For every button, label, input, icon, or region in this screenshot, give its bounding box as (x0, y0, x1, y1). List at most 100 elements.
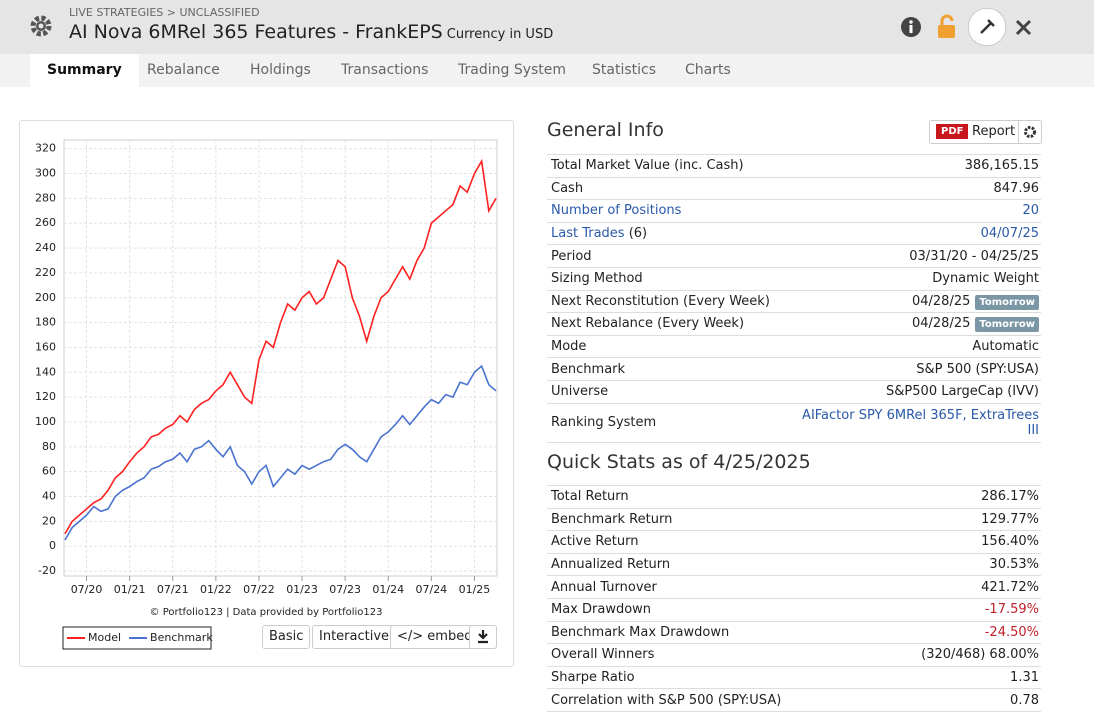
table-row: Last Trades (6) 04/07/25 (547, 221, 1041, 245)
value-text: 30.53% (989, 557, 1039, 573)
row-label: Sizing Method (551, 271, 643, 286)
row-value: 156.40% (981, 534, 1039, 549)
label-text: Total Return (551, 489, 629, 505)
close-icon[interactable] (1014, 18, 1034, 38)
tab[interactable]: Statistics (592, 62, 656, 78)
table-end (547, 441, 1041, 443)
row-value: 30.53% (989, 557, 1039, 572)
info-icon[interactable] (900, 16, 924, 40)
x-tick-label: 01/21 (114, 583, 146, 596)
row-value: 0.78 (1010, 693, 1039, 708)
row-value: AIFactor SPY 6MRel 365F, ExtraTrees III (799, 408, 1039, 438)
row-label: Sharpe Ratio (551, 670, 635, 685)
table-row: Active Return 156.40% (547, 530, 1041, 553)
table-row: Benchmark Max Drawdown -24.50% (547, 620, 1041, 644)
chart-button[interactable]: Interactive (312, 625, 397, 649)
tab[interactable]: Trading System (458, 62, 567, 78)
row-value: 20 (1022, 203, 1039, 218)
lock-icon[interactable] (936, 14, 960, 40)
label-text: Annualized Return (551, 557, 671, 573)
row-label: Benchmark (551, 362, 625, 377)
row-label: Mode (551, 339, 586, 354)
label-text: Next Rebalance (Every Week) (551, 316, 745, 332)
row-label: Overall Winners (551, 647, 654, 662)
value-text: 129.77% (981, 511, 1039, 527)
chart-button[interactable]: </> embed (390, 625, 480, 649)
row-label: Universe (551, 384, 608, 399)
y-tick-label: 0 (49, 539, 56, 552)
value-text: 04/28/25 (911, 316, 971, 332)
x-tick-label: 07/22 (243, 583, 275, 596)
value-text[interactable]: 20 (1022, 203, 1039, 219)
y-tick-label: 240 (35, 241, 56, 254)
x-tick-label: 01/24 (372, 583, 404, 596)
row-value: S&P500 LargeCap (IVV) (886, 384, 1039, 399)
header: LIVE STRATEGIES > UNCLASSIFIED AI Nova 6… (0, 0, 1094, 54)
label-text: Annual Turnover (551, 579, 657, 595)
badge: Tomorrow (975, 294, 1039, 310)
row-value: 1.31 (1010, 670, 1039, 685)
row-label: Annual Turnover (551, 580, 657, 595)
row-value: 04/28/25 Tomorrow (911, 316, 1039, 333)
label-text: Ranking System (551, 415, 657, 431)
row-value: 04/07/25 (981, 226, 1039, 241)
row-value: S&P 500 (SPY:USA) (916, 362, 1039, 377)
y-tick-label: 60 (42, 465, 56, 478)
label-text: Benchmark Return (551, 511, 673, 527)
value-text[interactable]: 04/07/25 (980, 226, 1039, 242)
value-text: 04/28/25 (911, 293, 971, 309)
y-tick-label: 280 (35, 191, 56, 204)
y-tick-label: 100 (35, 415, 56, 428)
row-label: Number of Positions (551, 203, 681, 218)
gear-icon[interactable] (1018, 121, 1042, 143)
table-row: Universe S&P500 LargeCap (IVV) (547, 379, 1041, 403)
row-label: Cash (551, 181, 583, 196)
breadcrumb[interactable]: LIVE STRATEGIES > UNCLASSIFIED (69, 6, 260, 19)
report-button[interactable]: PDF Report (929, 120, 1042, 144)
value-text[interactable]: AIFactor SPY 6MRel 365F, ExtraTrees III (802, 407, 1039, 438)
table-row: Benchmark Return 129.77% (547, 507, 1041, 531)
tab[interactable]: Summary (30, 54, 139, 87)
label-text: Benchmark Max Drawdown (551, 624, 730, 640)
row-value: 386,165.15 (965, 158, 1039, 173)
download-button[interactable] (469, 625, 497, 649)
label-text: Total Market Value (inc. Cash) (551, 158, 744, 174)
label-text: Max Drawdown (551, 602, 652, 618)
table-row: Sizing Method Dynamic Weight (547, 266, 1041, 290)
label-text[interactable]: Number of Positions (551, 203, 682, 219)
row-value: 04/28/25 Tomorrow (911, 293, 1039, 310)
label-text: Correlation with S&P 500 (SPY:USA) (551, 692, 782, 708)
y-tick-label: 120 (35, 390, 56, 403)
x-tick-label: 07/20 (71, 583, 103, 596)
row-value: -17.59% (985, 602, 1039, 617)
tab[interactable]: Holdings (250, 62, 311, 78)
row-value: 847.96 (994, 181, 1040, 196)
table-row: Max Drawdown -17.59% (547, 597, 1041, 621)
tab[interactable]: Charts (685, 62, 731, 78)
table-row: Period 03/31/20 - 04/25/25 (547, 244, 1041, 267)
settings-icon[interactable] (28, 13, 54, 39)
y-tick-label: 80 (42, 440, 56, 453)
y-tick-label: 20 (42, 514, 56, 527)
chart-button[interactable]: Basic (262, 625, 311, 649)
tab[interactable]: Transactions (341, 62, 429, 78)
table-row: Mode Automatic (547, 334, 1041, 358)
section-title: General Info (547, 119, 664, 141)
download-icon (478, 630, 488, 644)
x-tick-label: 01/23 (286, 583, 318, 596)
row-value: 286.17% (981, 489, 1039, 504)
value-text: 0.78 (1010, 692, 1039, 708)
label-text: Benchmark (551, 361, 626, 377)
pin-button[interactable] (968, 8, 1006, 46)
row-label: Last Trades (6) (551, 226, 647, 241)
y-tick-label: 140 (35, 365, 56, 378)
table-row: Benchmark S&P 500 (SPY:USA) (547, 357, 1041, 380)
tab[interactable]: Rebalance (147, 62, 220, 78)
row-label: Max Drawdown (551, 602, 651, 617)
label-text: Next Reconstitution (Every Week) (551, 293, 770, 309)
row-label: Total Market Value (inc. Cash) (551, 158, 744, 173)
legend-label: Model (88, 631, 121, 644)
plot-area (63, 139, 498, 577)
label-text[interactable]: Last Trades (551, 226, 625, 242)
